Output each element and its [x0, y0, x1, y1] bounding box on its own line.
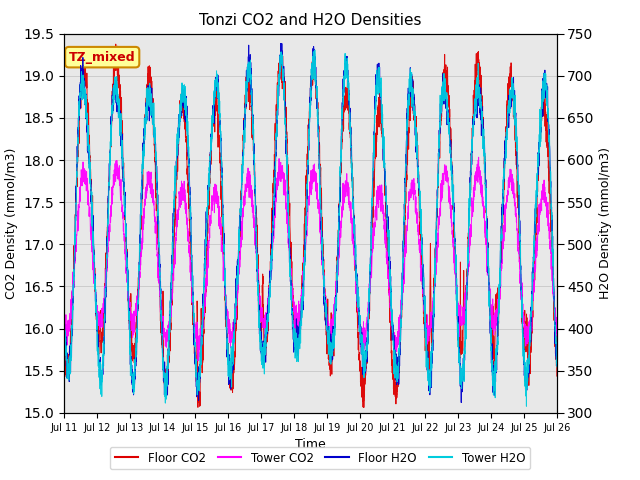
Floor CO2 — [358, 386, 366, 392]
Tower CO2 — [198, 335, 205, 341]
Floor H2O — [506, 93, 514, 98]
Tower CO2 — [506, 172, 514, 178]
Floor H2O — [276, 41, 284, 47]
Floor CO2 — [553, 353, 561, 359]
Tower H2O — [166, 313, 173, 319]
Floor H2O — [367, 254, 374, 260]
Floor H2O — [553, 358, 561, 364]
Floor H2O — [166, 309, 173, 314]
Tower CO2 — [194, 358, 202, 364]
Tower CO2 — [475, 155, 483, 160]
Tower CO2 — [358, 348, 366, 354]
Tower H2O — [553, 362, 561, 368]
Floor H2O — [198, 331, 205, 336]
Tower H2O — [523, 403, 531, 409]
Floor CO2 — [506, 64, 514, 70]
Floor CO2 — [360, 405, 368, 410]
Line: Tower CO2: Tower CO2 — [64, 157, 557, 361]
Tower H2O — [506, 103, 514, 109]
Floor CO2 — [198, 331, 205, 337]
Line: Floor H2O: Floor H2O — [64, 44, 557, 403]
Floor CO2 — [367, 259, 374, 264]
Tower H2O — [311, 47, 319, 53]
Floor CO2 — [60, 340, 68, 346]
Floor CO2 — [553, 373, 561, 379]
Tower H2O — [553, 364, 561, 370]
Legend: Floor CO2, Tower CO2, Floor H2O, Tower H2O: Floor CO2, Tower CO2, Floor H2O, Tower H… — [110, 447, 530, 469]
Floor H2O — [458, 400, 465, 406]
Text: TZ_mixed: TZ_mixed — [69, 51, 136, 64]
Tower H2O — [367, 248, 374, 254]
Tower CO2 — [553, 333, 561, 339]
Tower H2O — [198, 343, 205, 349]
Y-axis label: H2O Density (mmol/m3): H2O Density (mmol/m3) — [599, 147, 612, 299]
Tower CO2 — [553, 325, 561, 331]
Floor CO2 — [166, 344, 173, 349]
Tower H2O — [60, 290, 68, 296]
Tower CO2 — [60, 322, 68, 327]
Line: Floor CO2: Floor CO2 — [64, 44, 557, 408]
Line: Tower H2O: Tower H2O — [64, 50, 557, 406]
X-axis label: Time: Time — [295, 438, 326, 451]
Tower CO2 — [367, 276, 374, 281]
Floor H2O — [553, 362, 561, 368]
Floor H2O — [358, 340, 366, 346]
Title: Tonzi CO2 and H2O Densities: Tonzi CO2 and H2O Densities — [199, 13, 422, 28]
Floor H2O — [60, 315, 68, 321]
Y-axis label: CO2 Density (mmol/m3): CO2 Density (mmol/m3) — [5, 147, 18, 299]
Tower CO2 — [166, 314, 173, 320]
Floor CO2 — [112, 41, 120, 47]
Tower H2O — [358, 332, 366, 338]
